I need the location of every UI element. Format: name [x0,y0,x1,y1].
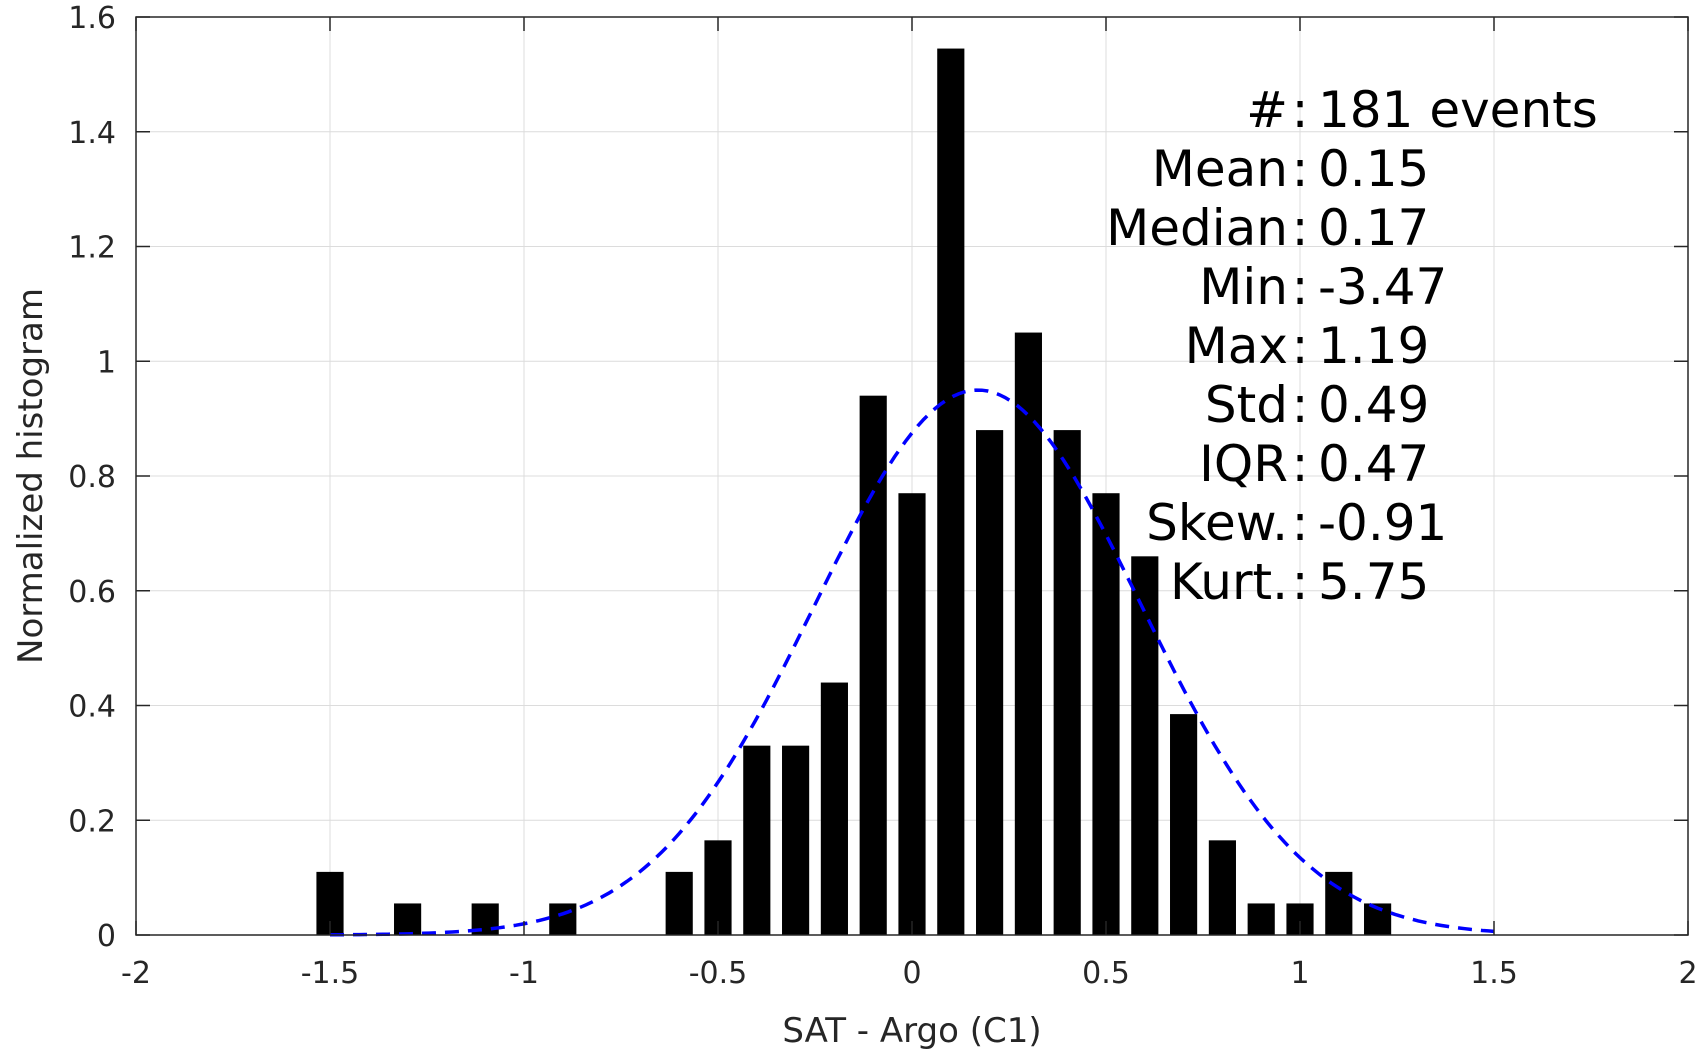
histogram-bar-5 [704,840,732,935]
y-tick-label-0: 0 [97,919,116,954]
histogram-bar-8 [820,682,848,935]
histogram-bar-3 [549,903,577,935]
histogram-bar-12 [976,430,1004,935]
stat-label-1: Mean [1152,140,1288,198]
y-tick-label-7: 1.4 [68,116,116,151]
stat-label-2: Median [1106,199,1288,257]
histogram-bar-9 [859,395,887,935]
x-tick-label-2: -1 [509,956,539,991]
stat-value-8: 5.75 [1318,553,1429,611]
histogram-bar-15 [1092,493,1120,935]
histogram-bar-18 [1208,840,1236,935]
stat-separator-1: : [1292,140,1309,198]
y-tick-label-3: 0.6 [68,575,116,610]
stat-value-5: 0.49 [1318,376,1429,434]
stat-separator-2: : [1292,199,1309,257]
stat-separator-6: : [1292,435,1309,493]
x-tick-label-1: -1.5 [301,956,360,991]
stat-value-4: 1.19 [1318,317,1429,375]
stat-label-8: Kurt. [1170,553,1288,611]
histogram-bar-10 [898,493,926,935]
histogram-bar-16 [1131,556,1159,935]
histogram-bar-6 [743,745,771,935]
stat-label-0: # [1246,81,1288,139]
x-tick-label-8: 2 [1678,956,1697,991]
stat-label-7: Skew. [1146,494,1288,552]
x-tick-labels: -2 -1.5 -1 -0.5 0 0.5 1 1.5 2 [121,956,1698,991]
stat-value-3: -3.47 [1318,258,1447,316]
y-tick-label-2: 0.4 [68,690,116,725]
stat-separator-8: : [1292,553,1309,611]
stat-label-4: Max [1185,317,1288,375]
histogram-bar-14 [1053,430,1081,935]
histogram-bar-13 [1014,332,1042,935]
x-axis-label: SAT - Argo (C1) [782,1011,1041,1051]
histogram-bars [316,48,1392,935]
stat-separator-5: : [1292,376,1309,434]
x-tick-label-4: 0 [902,956,921,991]
y-tick-label-6: 1.2 [68,231,116,266]
stat-separator-0: : [1292,81,1309,139]
stat-separator-3: : [1292,258,1309,316]
stat-separator-7: : [1292,494,1309,552]
histogram-bar-21 [1325,871,1353,935]
stat-value-2: 0.17 [1318,199,1429,257]
x-tick-label-0: -2 [121,956,151,991]
stat-value-6: 0.47 [1318,435,1429,493]
y-tick-label-5: 1 [97,345,116,380]
x-tick-label-5: 0.5 [1082,956,1130,991]
y-tick-label-8: 1.6 [68,1,116,36]
stat-value-1: 0.15 [1318,140,1429,198]
histogram-bar-11 [937,48,965,935]
histogram-bar-19 [1247,903,1275,935]
stat-value-0: 181 events [1318,81,1598,139]
histogram-bar-7 [782,745,810,935]
axis-ticks [135,16,1689,936]
stat-label-5: Std [1205,376,1288,434]
x-tick-label-6: 1 [1290,956,1309,991]
histogram-bar-4 [665,871,693,935]
y-axis-label: Normalized histogram [11,288,51,664]
x-tick-label-7: 1.5 [1470,956,1518,991]
x-tick-label-3: -0.5 [689,956,748,991]
stat-value-7: -0.91 [1318,494,1447,552]
stat-separator-4: : [1292,317,1309,375]
stat-label-3: Min [1199,258,1288,316]
y-tick-label-1: 0.2 [68,804,116,839]
histogram-bar-17 [1170,714,1198,935]
y-tick-labels: 0 0.2 0.4 0.6 0.8 1 1.2 1.4 1.6 [68,1,116,954]
y-tick-label-4: 0.8 [68,460,116,495]
histogram-bar-1 [394,903,422,935]
stat-label-6: IQR [1199,435,1288,493]
